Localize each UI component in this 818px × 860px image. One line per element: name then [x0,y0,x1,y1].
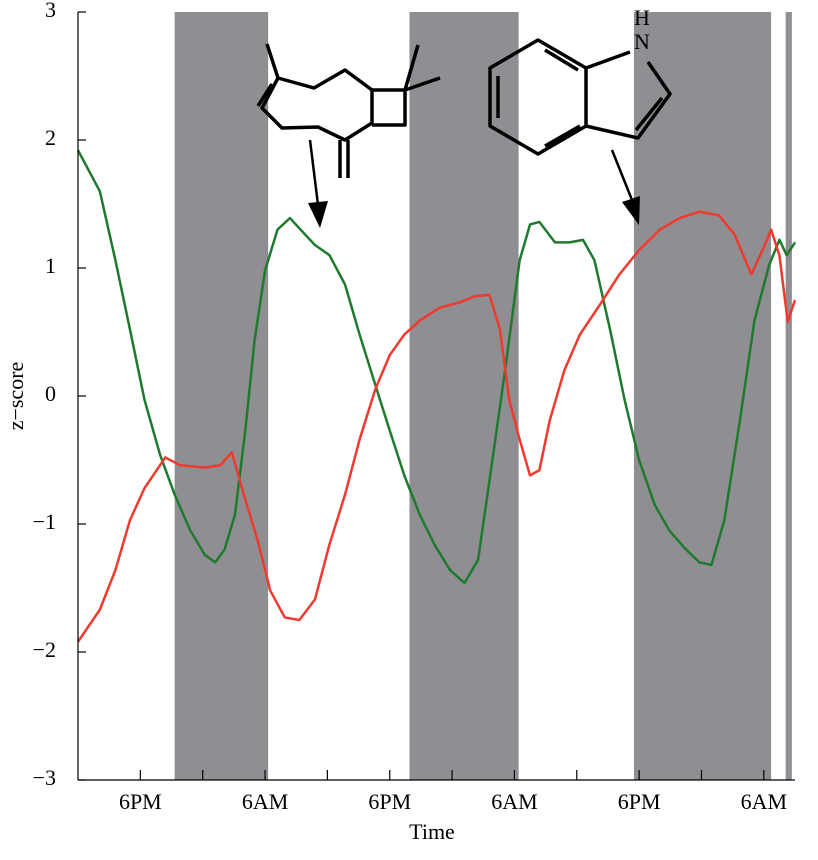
y-tick-label: 3 [45,0,56,22]
x-tick-label: 6PM [368,789,411,814]
dark-period [633,12,772,780]
data-line [76,149,797,585]
arrow [610,149,634,201]
x-tick-label: 6PM [618,789,661,814]
arrowhead [308,201,328,228]
y-tick-label: −3 [33,765,56,790]
y-tick-label: 0 [45,381,56,406]
atom-label: H [634,5,650,30]
caryophyllene-structure [256,43,441,178]
arrowhead [622,196,640,225]
x-tick-label: 6AM [242,789,288,814]
x-axis-label: Time [409,819,455,844]
x-tick-label: 6PM [119,789,162,814]
line-layer [76,149,797,643]
indole-structure [488,38,672,156]
y-tick-label: −2 [33,637,56,662]
dark-period [174,12,269,780]
y-axis-label: z−score [3,362,28,431]
arrow [308,139,320,206]
y-tick-label: 2 [45,125,56,150]
x-tick-label: 6AM [741,789,787,814]
x-tick-label: 6AM [491,789,537,814]
dark-period [785,12,792,780]
shade-layer [174,12,792,780]
data-line [76,210,797,643]
y-tick-label: 1 [45,253,56,278]
y-tick-label: −1 [33,509,56,534]
atom-label: N [634,29,650,54]
